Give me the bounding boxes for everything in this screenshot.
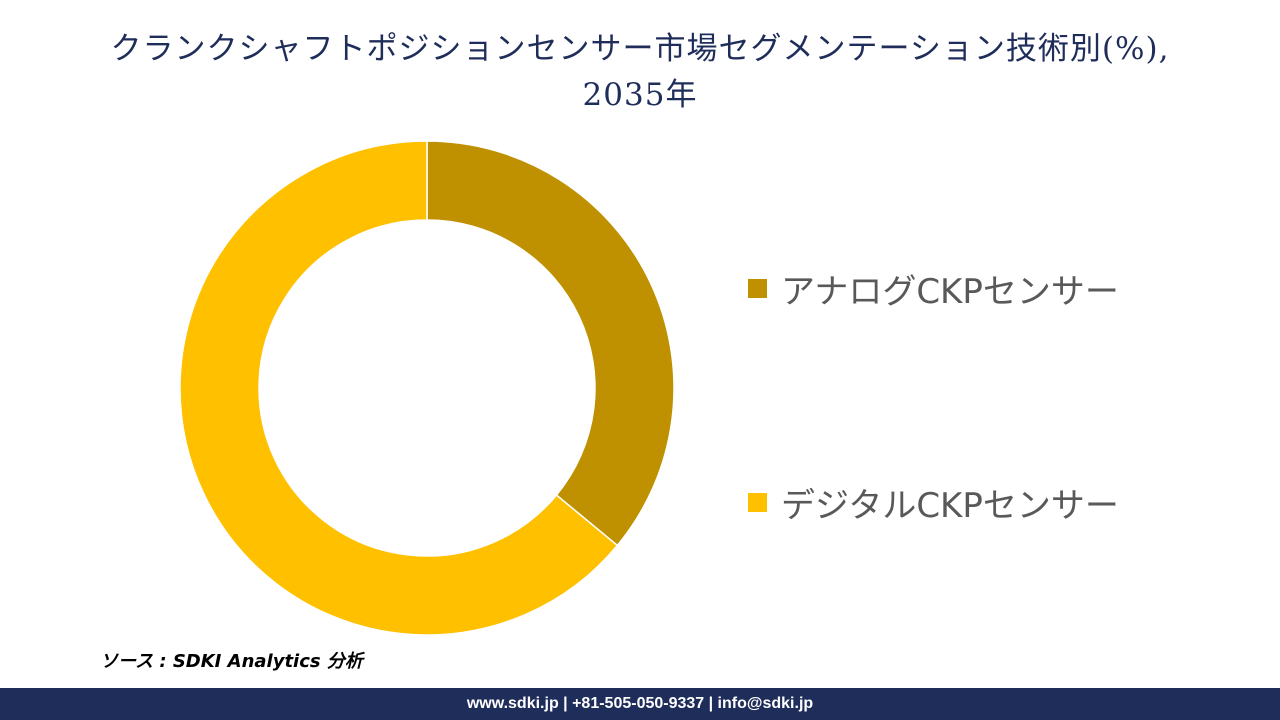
legend-label-analog: アナログCKPセンサー [781, 271, 1119, 312]
legend-swatch-analog [748, 278, 767, 298]
chart-title-line-1: クランクシャフトポジションセンサー市場セグメンテーション技術別(%), [110, 31, 1170, 67]
chart-legend: アナログCKPセンサー デジタルCKPセンサー [748, 262, 1268, 690]
legend-label-digital: デジタルCKPセンサー [781, 485, 1119, 526]
chart-title: クランクシャフトポジションセンサー市場セグメンテーション技術別(%), 2035… [0, 26, 1280, 118]
legend-item-analog: アナログCKPセンサー [748, 262, 1268, 314]
source-note: ソース : SDKI Analytics 分析 [100, 651, 363, 672]
donut-chart [179, 140, 675, 636]
donut-slice-analog [426, 140, 675, 547]
legend-item-digital: デジタルCKPセンサー [748, 476, 1268, 528]
donut-slice-digital [179, 140, 619, 636]
footer-contact: www.sdki.jp | +81-505-050-9337 | info@sd… [0, 688, 1280, 720]
chart-title-line-2: 2035年 [582, 77, 698, 113]
legend-swatch-digital [748, 492, 767, 512]
